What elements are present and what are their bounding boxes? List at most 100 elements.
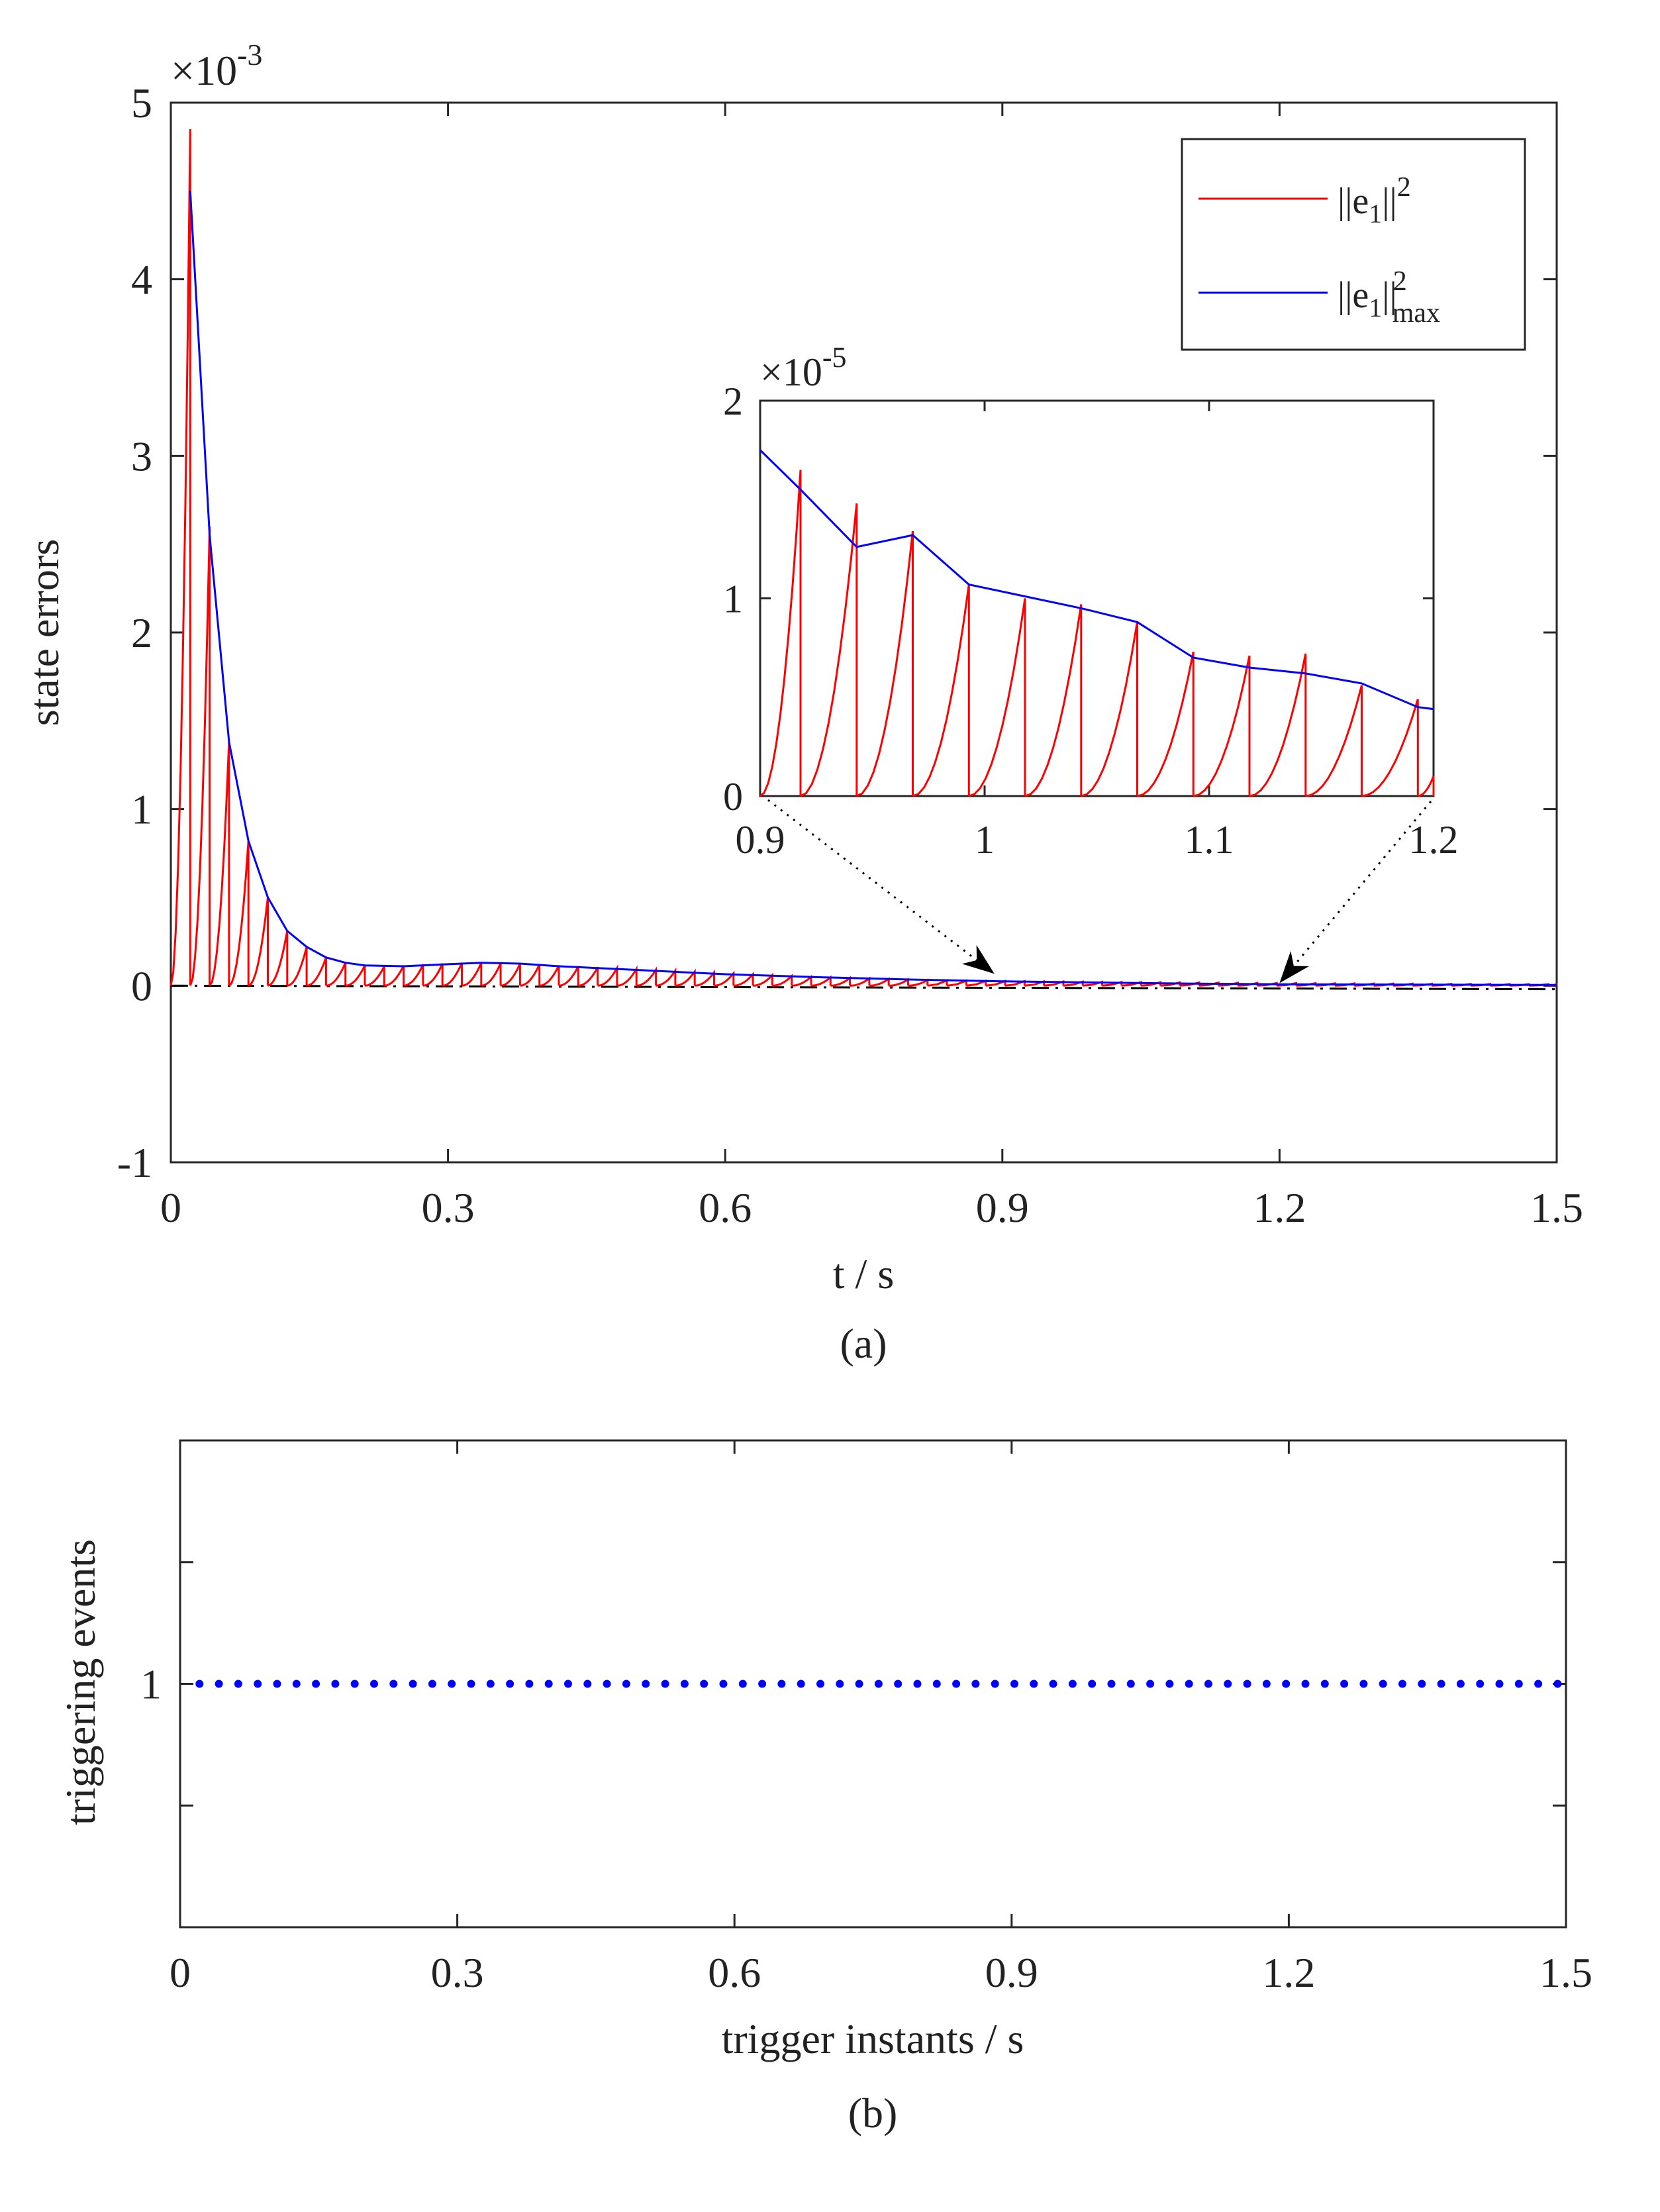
series-e1-sawtooth xyxy=(170,128,929,987)
series-e1-max-envelope xyxy=(189,191,1557,986)
trigger-event-point xyxy=(738,1680,747,1688)
chart-b-xtick-label: 0.3 xyxy=(431,1949,484,1996)
trigger-event-point xyxy=(1146,1680,1155,1688)
trigger-event-point xyxy=(234,1680,242,1688)
chart-a-y-scale-factor: ×10-3 xyxy=(171,38,262,94)
chart-a-ytick-label: 0 xyxy=(131,962,152,1009)
trigger-event-point xyxy=(292,1680,301,1688)
chart-a-ytick-label: 4 xyxy=(131,256,152,303)
trigger-event-point xyxy=(254,1680,262,1688)
zoom-pointer-right-head xyxy=(1279,950,1309,983)
trigger-event-point xyxy=(1553,1680,1562,1688)
trigger-event-point xyxy=(1185,1680,1193,1688)
trigger-event-point xyxy=(525,1680,534,1688)
legend-label-e1-max: ||e1||2 max xyxy=(1338,266,1440,328)
trigger-event-point xyxy=(1534,1680,1543,1688)
trigger-event-point xyxy=(1068,1680,1077,1688)
trigger-event-point xyxy=(642,1680,650,1688)
chart-a-xtick-label: 0.3 xyxy=(422,1184,475,1231)
chart-b-xtick-label: 1.2 xyxy=(1262,1949,1315,1996)
inset-series-e1-sawtooth xyxy=(759,470,1435,797)
trigger-event-point xyxy=(661,1680,669,1688)
inset-ytick-label: 0 xyxy=(723,775,743,819)
inset-axes-box xyxy=(759,399,1435,797)
trigger-event-point xyxy=(564,1680,572,1688)
trigger-event-point xyxy=(680,1680,689,1688)
trigger-event-point xyxy=(486,1680,495,1688)
trigger-event-point xyxy=(952,1680,961,1688)
trigger-event-point xyxy=(1320,1680,1329,1688)
trigger-event-point xyxy=(894,1680,903,1688)
chart-a-legend: ||e1||2 ||e1||2 max xyxy=(1181,138,1526,351)
trigger-event-point xyxy=(1340,1680,1349,1688)
trigger-event-point xyxy=(1514,1680,1523,1688)
chart-a-ytick-label: 2 xyxy=(131,609,152,656)
chart-b-xtick-label: 1.5 xyxy=(1539,1949,1592,1996)
zoom-pointers xyxy=(767,799,1432,984)
chart-a-ytick-label: -1 xyxy=(117,1139,152,1186)
trigger-event-point xyxy=(544,1680,553,1688)
trigger-event-point xyxy=(1107,1680,1116,1688)
trigger-event-point xyxy=(1282,1680,1291,1688)
trigger-event-point xyxy=(312,1680,320,1688)
trigger-event-point xyxy=(1243,1680,1251,1688)
trigger-event-point xyxy=(1476,1680,1485,1688)
trigger-event-point xyxy=(350,1680,359,1688)
trigger-event-point xyxy=(370,1680,378,1688)
trigger-event-point xyxy=(836,1680,844,1688)
trigger-event-point xyxy=(1204,1680,1212,1688)
chart-b-xlabel: trigger instants / s xyxy=(722,2015,1024,2062)
trigger-event-point xyxy=(195,1680,204,1688)
legend-label-e1: ||e1||2 xyxy=(1338,172,1411,228)
chart-a-xtick-label: 0.6 xyxy=(699,1184,752,1231)
trigger-event-point xyxy=(389,1680,398,1688)
trigger-event-point xyxy=(273,1680,281,1688)
trigger-event-point xyxy=(758,1680,767,1688)
legend-box xyxy=(1181,138,1526,351)
chart-a-inset: 0.9 1 1.1 1.2 0 1 2 ×10-5 xyxy=(723,341,1459,862)
chart-b-xtick-label: 0 xyxy=(170,1949,191,1996)
zoom-pointer-left-head xyxy=(961,944,995,974)
trigger-event-point xyxy=(991,1680,999,1688)
chart-a-caption: (a) xyxy=(840,1320,887,1367)
trigger-event-point xyxy=(777,1680,786,1688)
trigger-event-point xyxy=(1495,1680,1504,1688)
chart-b-xtick-label: 0.6 xyxy=(708,1949,761,1996)
trigger-event-point xyxy=(1379,1680,1387,1688)
trigger-event-point xyxy=(913,1680,922,1688)
chart-b-ytick-label: 1 xyxy=(140,1661,162,1708)
trigger-event-point xyxy=(932,1680,941,1688)
trigger-event-point xyxy=(719,1680,728,1688)
trigger-event-point xyxy=(622,1680,630,1688)
trigger-event-point xyxy=(428,1680,436,1688)
trigger-event-point xyxy=(1010,1680,1018,1688)
chart-b-ylabel: triggering events xyxy=(57,1539,104,1825)
chart-a-xtick-label: 0 xyxy=(160,1184,181,1231)
trigger-event-point xyxy=(855,1680,863,1688)
chart-a-xtick-label: 1.5 xyxy=(1530,1184,1583,1231)
trigger-event-point xyxy=(506,1680,514,1688)
trigger-event-point xyxy=(700,1680,708,1688)
inset-xtick-label: 1 xyxy=(975,818,995,862)
chart-b-xtick-label: 0.9 xyxy=(985,1949,1038,1996)
trigger-event-point xyxy=(1088,1680,1097,1688)
trigger-event-point xyxy=(1126,1680,1135,1688)
trigger-event-point xyxy=(1437,1680,1445,1688)
trigger-event-point xyxy=(1165,1680,1174,1688)
inset-ytick-label: 1 xyxy=(723,578,743,621)
trigger-event-point xyxy=(1030,1680,1038,1688)
trigger-event-point xyxy=(467,1680,475,1688)
trigger-event-point xyxy=(816,1680,824,1688)
trigger-event-point xyxy=(448,1680,456,1688)
chart-a-xtick-label: 1.2 xyxy=(1253,1184,1306,1231)
inset-xtick-label: 1.2 xyxy=(1409,818,1459,862)
trigger-event-point xyxy=(603,1680,611,1688)
trigger-event-point xyxy=(215,1680,223,1688)
trigger-event-point xyxy=(874,1680,883,1688)
chart-a-ytick-label: 5 xyxy=(131,79,152,126)
trigger-event-point xyxy=(1049,1680,1057,1688)
chart-a-ytick-label: 3 xyxy=(131,432,152,479)
inset-ytick-label: 2 xyxy=(723,379,743,423)
